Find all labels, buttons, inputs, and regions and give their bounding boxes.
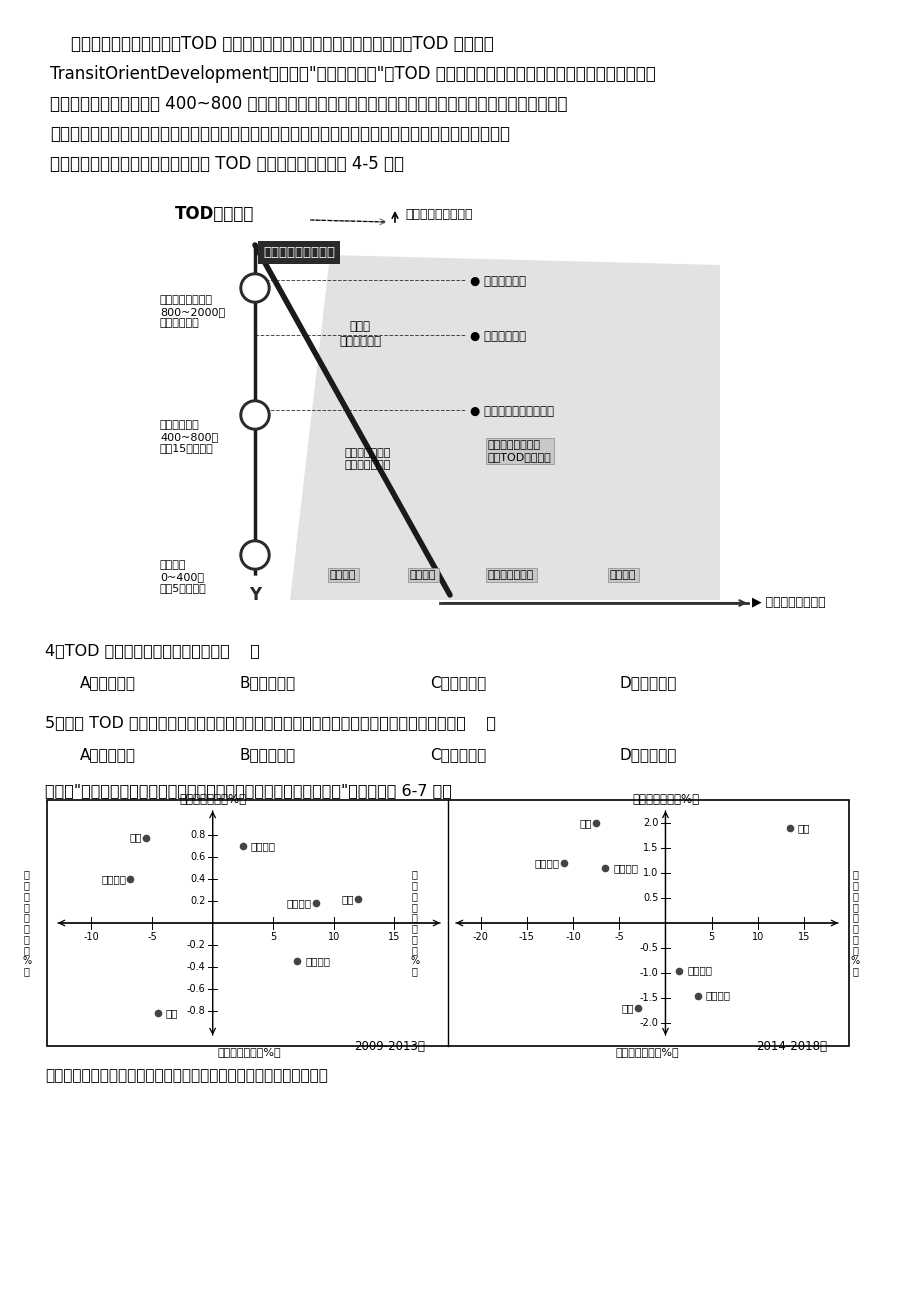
Circle shape: [240, 273, 269, 303]
Text: 注：偏离度指实际数据与目标数据相差的绝对值所占目标数据的比重。: 注：偏离度指实际数据与目标数据相差的绝对值所占目标数据的比重。: [45, 1068, 327, 1083]
Text: 结构偏离增率（%）: 结构偏离增率（%）: [631, 793, 698, 806]
Text: 竞
争
力
偏
离
增
率
（
%
）: 竞 争 力 偏 离 增 率 （ % ）: [22, 870, 31, 976]
Text: B．用地规模: B．用地规模: [240, 674, 296, 690]
Text: 宁夏沿黄: 宁夏沿黄: [287, 898, 312, 909]
Text: 5: 5: [708, 932, 714, 941]
Text: 竞
争
力
偏
离
增
率
（
%
）: 竞 争 力 偏 离 增 率 （ % ）: [849, 870, 858, 976]
Text: -10: -10: [84, 932, 99, 941]
Circle shape: [240, 540, 269, 570]
Text: 中原: 中原: [165, 1008, 178, 1018]
Text: 0.5: 0.5: [642, 893, 658, 904]
Text: 15: 15: [797, 932, 810, 941]
Text: 竞
争
力
偏
离
增
率
（
%
）: 竞 争 力 偏 离 增 率 （ % ）: [457, 870, 466, 976]
Text: C．珠宝销售: C．珠宝销售: [429, 747, 486, 762]
Text: 宁夏沿黄: 宁夏沿黄: [705, 991, 730, 1000]
Text: 山东半岛: 山东半岛: [613, 863, 638, 874]
Circle shape: [237, 577, 273, 613]
Text: 慢行系统: 慢行系统: [410, 570, 436, 579]
Text: 现今许多大城市发展中，TOD 发展模式正替代传统郊区蔓延的发展模式。TOD 模式全称: 现今许多大城市发展中，TOD 发展模式正替代传统郊区蔓延的发展模式。TOD 模式…: [50, 35, 494, 53]
Text: 大原: 大原: [797, 823, 810, 833]
Text: ▶ 市民美好生活向往: ▶ 市民美好生活向往: [751, 596, 824, 609]
Text: 10: 10: [327, 932, 340, 941]
Text: TransitOrientDevelopment，也就是"交通引导开发"。TOD 开发模式要求以火车站、地铁、轻轨等轨道交通及: TransitOrientDevelopment，也就是"交通引导开发"。TOD…: [50, 65, 655, 83]
Text: 5．广州 TOD 模式中，从地铁核心站点到附近区域的地下连接通道旁，最适合布局的商业是（    ）: 5．广州 TOD 模式中，从地铁核心站点到附近区域的地下连接通道旁，最适合布局的…: [45, 715, 495, 730]
Text: 呼包鄂榆: 呼包鄂榆: [250, 841, 276, 852]
Text: 1.0: 1.0: [642, 868, 658, 878]
Text: 结构偏离增率（%）: 结构偏离增率（%）: [217, 1047, 280, 1057]
Text: 4．TOD 发展模式主要针对优化城市（    ）: 4．TOD 发展模式主要针对优化城市（ ）: [45, 643, 259, 658]
Text: 结构偏离增率（%）: 结构偏离增率（%）: [179, 793, 246, 806]
Text: 完整街道: 完整街道: [330, 570, 357, 579]
Text: 结构偏离增率（%）: 结构偏离增率（%）: [615, 1047, 678, 1057]
Text: 0.2: 0.2: [190, 896, 206, 906]
Circle shape: [240, 400, 269, 430]
Text: -0.4: -0.4: [187, 962, 206, 971]
Text: 兰西: 兰西: [341, 894, 354, 904]
Text: -0.5: -0.5: [639, 943, 658, 953]
Text: 10: 10: [751, 932, 763, 941]
Text: 2009-2013年: 2009-2013年: [353, 1040, 424, 1053]
Text: A．环境质量: A．环境质量: [80, 674, 136, 690]
Polygon shape: [289, 255, 720, 600]
Text: TOD发展理念: TOD发展理念: [175, 204, 254, 223]
Text: 便捷的
公共交通系统: 便捷的 公共交通系统: [338, 320, 380, 348]
Text: 文化地标: 文化地标: [609, 570, 636, 579]
Text: 城市公园与绳地: 城市公园与绳地: [487, 570, 534, 579]
Circle shape: [243, 404, 267, 427]
Text: 0.8: 0.8: [190, 831, 206, 840]
Text: ● 国际商贸中心: ● 国际商贸中心: [470, 329, 526, 342]
Text: D．服务等级: D．服务等级: [619, 674, 676, 690]
Text: -20: -20: [472, 932, 488, 941]
Text: 竞
争
力
偏
离
增
率
（
%
）: 竞 争 力 偏 离 增 率 （ % ）: [410, 870, 419, 976]
Text: C．交通状况: C．交通状况: [429, 674, 486, 690]
Text: 巴士干线的点为中心，以 400~800 米为半径建立中心广场或城市中心。这个城市中心最大的特点是集工作、: 巴士干线的点为中心，以 400~800 米为半径建立中心广场或城市中心。这个城市…: [50, 95, 567, 113]
Text: -5: -5: [147, 932, 157, 941]
Text: -10: -10: [564, 932, 580, 941]
Text: -1.5: -1.5: [639, 993, 658, 1003]
Circle shape: [243, 543, 267, 566]
Text: 中原: 中原: [620, 1003, 633, 1013]
Text: 2.0: 2.0: [642, 818, 658, 828]
Text: D．服装批发: D．服装批发: [619, 747, 676, 762]
Text: 关中平原: 关中平原: [305, 957, 330, 966]
Text: 15: 15: [388, 932, 401, 941]
Text: 2014-2018年: 2014-2018年: [755, 1040, 826, 1053]
Text: ● 综合交通枢组: ● 综合交通枢组: [470, 275, 526, 288]
Text: Y: Y: [249, 586, 261, 604]
Text: 兰西: 兰西: [579, 818, 592, 828]
Text: 高可达性、多模
式融合的交通核: 高可达性、多模 式融合的交通核: [345, 448, 391, 470]
Text: 山东半岛: 山东半岛: [101, 874, 126, 884]
Text: A．大型超市: A．大型超市: [80, 747, 136, 762]
Text: 以城为本，以人为本: 以城为本，以人为本: [263, 246, 335, 259]
Text: 站点区域
0~400米
步行5分钟距离: 站点区域 0~400米 步行5分钟距离: [160, 560, 207, 594]
Text: 0.4: 0.4: [190, 874, 206, 884]
Text: 呼包鄒榆: 呼包鄒榆: [534, 858, 560, 868]
Text: 行等多种出行式。下图示意广州地铁 TOD 发展理念。据此完成 4-5 题。: 行等多种出行式。下图示意广州地铁 TOD 发展理念。据此完成 4-5 题。: [50, 155, 403, 173]
Text: 站点服务覆盖区域
800~2000米
接驳公交网络: 站点服务覆盖区域 800~2000米 接驳公交网络: [160, 296, 225, 328]
Text: -1.0: -1.0: [639, 967, 658, 978]
Text: -0.6: -0.6: [187, 984, 206, 993]
Text: 广州城市可持续发展: 广州城市可持续发展: [404, 208, 472, 221]
Text: -15: -15: [518, 932, 534, 941]
Text: 0.6: 0.6: [190, 853, 206, 862]
Text: 大原: 大原: [130, 832, 142, 842]
Text: -2.0: -2.0: [639, 1018, 658, 1029]
Text: -0.2: -0.2: [187, 940, 206, 950]
Text: 高密度、高强度高
混合TOD综合开发: 高密度、高强度高 混合TOD综合开发: [487, 440, 551, 462]
Text: 站点影响区域
400~800米
步行15分钟距离: 站点影响区域 400~800米 步行15分钟距离: [160, 421, 218, 453]
Text: 下图为"七大沿黄城市群依据产业结构与竞争力偏离增率分布的散点图"，读图完成 6-7 题。: 下图为"七大沿黄城市群依据产业结构与竞争力偏离增率分布的散点图"，读图完成 6-…: [45, 783, 451, 798]
Text: 1.5: 1.5: [642, 842, 658, 853]
Text: ● 科技教育文化医疗中心: ● 科技教育文化医疗中心: [470, 405, 553, 418]
Circle shape: [243, 276, 267, 299]
Text: -0.8: -0.8: [187, 1005, 206, 1016]
Text: 关中平原: 关中平原: [686, 966, 711, 975]
Text: B．快消餐饮: B．快消餐饮: [240, 747, 296, 762]
Text: 5: 5: [270, 932, 276, 941]
Text: -5: -5: [614, 932, 623, 941]
Text: 商业、文化教育、居住等为一身，使居民和雇员在不排斥小汽车的同时，能方便地选用公交、自行车、步: 商业、文化教育、居住等为一身，使居民和雇员在不排斥小汽车的同时，能方便地选用公交…: [50, 125, 509, 143]
